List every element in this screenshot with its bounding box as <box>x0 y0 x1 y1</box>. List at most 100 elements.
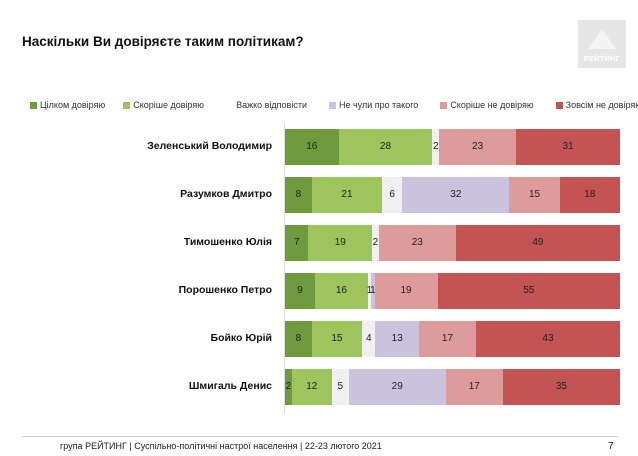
data-label: 5 <box>337 381 344 392</box>
data-label: 55 <box>523 285 535 296</box>
bar-segment <box>311 321 363 357</box>
bar-segment <box>382 177 403 213</box>
bar-segment <box>285 177 312 213</box>
legend-label: Скоріше довіряю <box>133 100 205 110</box>
data-label: 15 <box>331 333 343 344</box>
data-label: 1 <box>366 285 373 296</box>
bar-segment <box>285 129 339 165</box>
data-label: 1 <box>370 285 376 296</box>
data-label: 23 <box>411 237 423 248</box>
category-label: Порошенко Петро <box>178 284 272 296</box>
bar-segment <box>285 273 315 309</box>
data-label: 2 <box>432 141 439 152</box>
bar-segment <box>375 321 419 357</box>
data-label: 8 <box>295 333 302 344</box>
bar-segment <box>338 129 433 165</box>
bar-segment <box>291 369 332 405</box>
legend-swatch <box>226 101 234 109</box>
data-label: 16 <box>335 285 347 296</box>
data-label: 28 <box>379 141 392 152</box>
footer-divider <box>22 436 618 437</box>
data-label: 49 <box>532 237 544 248</box>
bar-segment <box>285 321 312 357</box>
chart-legend: Цілком довіряю Скоріше довіряю Важко відпо… <box>30 98 638 112</box>
data-label: 13 <box>391 333 403 344</box>
data-label: 17 <box>441 333 454 344</box>
legend-item: Цілком довіряю <box>30 100 105 110</box>
bar-segment <box>348 369 446 405</box>
category-label: Бойко Юрій <box>210 332 272 344</box>
bar-segment <box>502 369 620 405</box>
logo-text: РЕЙТИНГ <box>583 54 621 63</box>
bar-segment <box>419 321 476 357</box>
bar-segment <box>308 225 373 261</box>
legend-item: Зовсім не довіряю <box>555 100 638 110</box>
data-label: 6 <box>389 189 395 200</box>
legend-item: Важко відповісти <box>226 100 307 110</box>
category-label: Зеленський Володимир <box>147 140 272 152</box>
legend-swatch <box>555 101 563 109</box>
bar-segment <box>439 129 517 165</box>
data-label: 4 <box>365 333 372 344</box>
bar-segment <box>331 369 349 405</box>
legend-item: Скоріше довіряю <box>123 100 204 110</box>
bar-segment <box>445 369 503 405</box>
logo-mark-icon <box>588 29 616 49</box>
category-label: Тимошенко Юлія <box>183 236 272 248</box>
data-label: 43 <box>542 333 554 344</box>
legend-label: Важко відповісти <box>236 100 307 110</box>
bar-segment <box>314 273 368 309</box>
legend-item: Не чули про такого <box>328 100 419 110</box>
page-number: 7 <box>608 441 614 452</box>
data-label: 23 <box>472 141 484 152</box>
data-label: 19 <box>400 285 412 296</box>
bar-segment <box>378 225 456 261</box>
footer-text: група РЕЙТИНГ | Суспільно-політичні наст… <box>60 441 382 451</box>
data-label: 15 <box>529 189 541 200</box>
bar-segment <box>285 369 292 405</box>
bar-segment <box>455 225 620 261</box>
bar-segment <box>374 273 438 309</box>
category-label: Шмигаль Денис <box>188 380 272 392</box>
legend-item: Скоріше не довіряю <box>440 100 534 110</box>
legend-label: Цілком довіряю <box>40 100 106 110</box>
data-label: 21 <box>341 189 353 200</box>
bar-segment <box>372 225 379 261</box>
data-label: 17 <box>468 381 480 392</box>
bar-segment <box>362 321 376 357</box>
data-label: 2 <box>372 237 379 248</box>
legend-swatch <box>123 101 131 109</box>
data-label: 16 <box>306 141 318 152</box>
bar-segment <box>311 177 383 213</box>
bar-segment <box>432 129 440 165</box>
rating-logo: РЕЙТИНГ <box>578 20 626 68</box>
data-label: 2 <box>285 381 292 392</box>
category-label: Разумков Дмитро <box>180 188 272 200</box>
data-label: 29 <box>391 381 403 392</box>
data-label: 19 <box>334 237 346 248</box>
data-label: 18 <box>584 189 596 200</box>
bar-segment <box>559 177 620 213</box>
chart-title: Наскільки Ви довіряєте таким політикам? <box>22 34 304 49</box>
legend-swatch <box>440 101 448 109</box>
bar-segment <box>437 273 620 309</box>
data-label: 7 <box>293 237 300 248</box>
legend-label: Зовсім не довіряю <box>565 100 638 110</box>
bar-segment <box>367 273 372 309</box>
data-label: 9 <box>297 285 303 296</box>
bar-segment <box>509 177 560 213</box>
data-label: 35 <box>555 381 567 392</box>
bar-segment <box>402 177 510 213</box>
legend-label: Скоріше не довіряю <box>450 100 534 110</box>
axis-line <box>284 122 285 414</box>
data-label: 8 <box>295 189 302 200</box>
bar-segment <box>285 225 309 261</box>
legend-label: Не чули про такого <box>338 100 419 110</box>
data-label: 12 <box>306 381 318 392</box>
legend-swatch <box>328 101 336 109</box>
bar-segment <box>475 321 620 357</box>
bar-segment <box>371 273 375 309</box>
legend-swatch <box>30 101 37 109</box>
data-label: 32 <box>450 189 462 200</box>
